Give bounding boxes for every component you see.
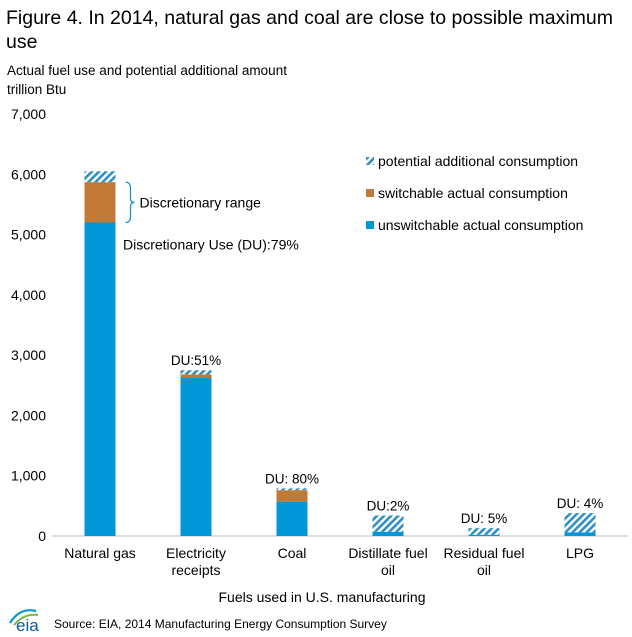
bar-potential <box>180 370 212 375</box>
x-tick-label: oil <box>381 562 395 578</box>
legend-swatch-potential <box>366 157 374 165</box>
data-label: DU: 80% <box>265 471 319 486</box>
y-axis-unit-label: trillion Btu <box>7 82 67 97</box>
x-tick-label: Residual fuel <box>444 545 525 561</box>
y-tick-label: 1,000 <box>11 468 46 484</box>
x-tick-label: Electricity <box>166 545 226 561</box>
data-label: DU:2% <box>367 499 410 514</box>
eia-logo: eia <box>9 609 39 633</box>
logo-arc-icon <box>9 609 37 624</box>
x-tick-label: Distillate fuel <box>348 545 427 561</box>
legend-swatch-switchable <box>366 189 374 197</box>
x-tick-label: Natural gas <box>64 545 136 561</box>
y-tick-label: 2,000 <box>11 407 46 423</box>
legend-label: switchable actual consumption <box>378 185 568 201</box>
discretionary-range-label: Discretionary range <box>140 194 262 210</box>
y-tick-label: 0 <box>38 528 46 544</box>
logo-text: eia <box>16 616 39 633</box>
y-tick-label: 4,000 <box>11 287 46 303</box>
logo-arc2-icon <box>13 613 39 626</box>
bar-potential <box>276 488 308 491</box>
data-label: DU:51% <box>171 353 221 368</box>
bar-switchable <box>276 490 308 502</box>
y-axis: 0 1,000 2,000 3,000 4,000 5,000 6,000 7,000 <box>11 106 46 544</box>
bars <box>84 171 596 536</box>
bar-potential <box>468 528 500 535</box>
legend-swatch-unswitchable <box>366 221 374 229</box>
bar-unswitchable <box>564 532 596 536</box>
legend-label: potential additional consumption <box>378 153 578 169</box>
y-tick-label: 7,000 <box>11 106 46 122</box>
x-tick-label: LPG <box>566 545 594 561</box>
chart-title: Figure 4. In 2014, natural gas and coal … <box>6 7 613 53</box>
y-tick-label: 5,000 <box>11 227 46 243</box>
data-labels: DU:51% DU: 80% DU:2% DU: 5% DU: 4% <box>171 353 603 526</box>
x-tick-label: receipts <box>171 562 220 578</box>
data-label: DU: 4% <box>557 496 604 511</box>
y-tick-label: 6,000 <box>11 166 46 182</box>
x-axis-title: Fuels used in U.S. manufacturing <box>219 589 426 605</box>
bar-unswitchable <box>84 222 116 536</box>
chart-subtitle: Actual fuel use and potential additional… <box>7 63 287 78</box>
bar-switchable <box>84 182 116 223</box>
bar-unswitchable <box>372 531 404 536</box>
legend: potential additional consumption switchab… <box>366 153 583 233</box>
bar-potential <box>372 515 404 532</box>
x-tick-label: oil <box>477 562 491 578</box>
source-note: Source: EIA, 2014 Manufacturing Energy C… <box>54 617 387 631</box>
annotations: Discretionary range Discretionary Use (DU… <box>123 181 299 253</box>
bar-unswitchable <box>468 534 500 536</box>
discretionary-range-bracket <box>125 181 135 224</box>
bar-unswitchable <box>180 378 212 536</box>
y-tick-label: 3,000 <box>11 347 46 363</box>
bar-potential <box>84 171 116 183</box>
legend-label: unswitchable actual consumption <box>378 217 583 233</box>
discretionary-use-label: Discretionary Use (DU):79% <box>123 237 299 253</box>
bar-unswitchable <box>276 501 308 536</box>
bar-switchable <box>180 374 212 379</box>
bar-potential <box>564 513 596 533</box>
x-tick-label: Coal <box>278 545 307 561</box>
data-label: DU: 5% <box>461 511 508 526</box>
